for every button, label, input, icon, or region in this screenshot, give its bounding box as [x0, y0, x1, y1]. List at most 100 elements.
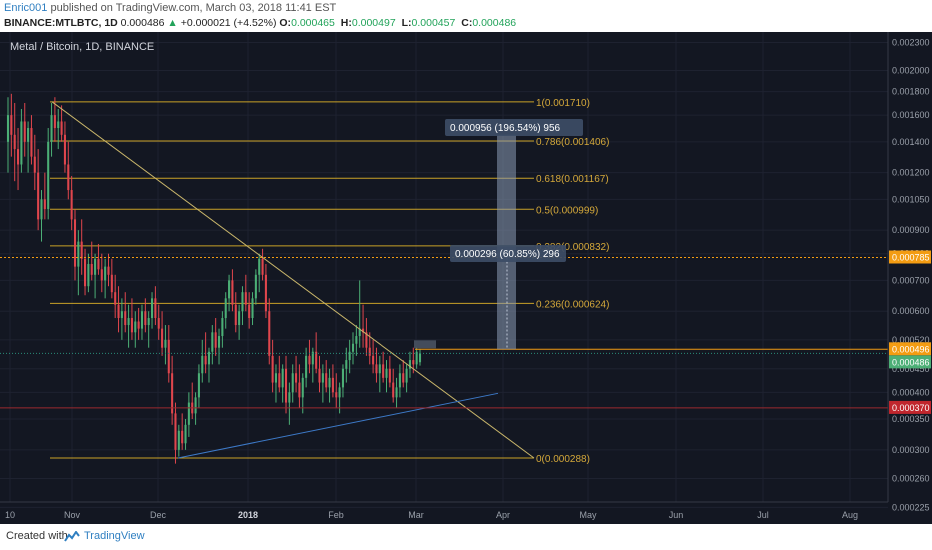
- ohlc-high-label: H:: [340, 17, 352, 29]
- time-tick-label: 2018: [238, 510, 258, 520]
- ascending-trendline: [177, 392, 499, 459]
- candle-body: [184, 424, 187, 444]
- candle-body: [187, 402, 190, 425]
- candle-body: [308, 355, 311, 365]
- grid-lines: [0, 32, 888, 508]
- candle-body: [104, 266, 107, 281]
- candle-body: [171, 373, 174, 414]
- candle-body: [137, 321, 140, 329]
- candle-body: [40, 199, 43, 220]
- measure-origin-marker: [414, 340, 436, 349]
- candle-body: [144, 311, 147, 326]
- candle-body: [362, 328, 365, 333]
- candle-body: [234, 304, 237, 326]
- candle-body: [244, 292, 247, 305]
- price-tick-label: 0.000450: [892, 364, 930, 374]
- candle-body: [60, 121, 63, 135]
- time-tick-label: Apr: [496, 510, 510, 520]
- fibonacci-retracement[interactable]: 1(0.001710) 0.786(0.001406) 0.618(0.001167…: [50, 98, 609, 465]
- price-tick-label: 0.002000: [892, 66, 930, 76]
- candle-body: [305, 355, 308, 378]
- symbol-info: BINANCE:MTLBTC, 1D 0.000486 ▲ +0.000021 …: [4, 17, 519, 29]
- candle-body: [231, 280, 234, 305]
- candle-body: [311, 351, 314, 365]
- trend-drawings[interactable]: 0.000956 (196.54%) 956 0.000296 (60.85%) …: [0, 101, 888, 459]
- candle-body: [228, 280, 231, 299]
- candle-body: [211, 332, 214, 352]
- candle-body: [335, 392, 338, 398]
- candle-body: [395, 387, 398, 398]
- candle-body: [10, 115, 13, 135]
- measure-label: 0.000296 (60.85%) 296: [455, 249, 560, 260]
- candle-body: [80, 241, 83, 259]
- publish-info: Enric001 published on TradingView.com, M…: [4, 2, 336, 14]
- candle-body: [298, 382, 301, 398]
- fib-level-label: 0.236(0.000624): [536, 299, 609, 310]
- candle-body: [53, 115, 56, 129]
- price-axis-background: [888, 32, 932, 524]
- ohlc-high-value: 0.000497: [351, 17, 396, 29]
- publish-text: published on TradingView.com, March 03, …: [50, 2, 337, 14]
- time-axis[interactable]: 10 Nov Dec 2018 Feb Mar Apr May Jun Jul Aug: [0, 501, 888, 520]
- candle-body: [221, 318, 224, 337]
- price-axis[interactable]: 0.002300 0.002000 0.001800 0.001600 0.001400…: [887, 32, 932, 524]
- price-tick-label: 0.001400: [892, 137, 930, 147]
- candle-body: [408, 360, 411, 369]
- candle-body: [217, 336, 221, 348]
- candle-body: [114, 292, 117, 305]
- candle-body: [251, 298, 254, 319]
- candle-body: [6, 115, 10, 142]
- price-axis-badge-label: 0.000370: [892, 403, 930, 413]
- price-tick-label: 0.000300: [892, 445, 930, 455]
- candle-body: [107, 266, 110, 275]
- candle-body: [27, 128, 30, 142]
- candle-body: [154, 298, 157, 319]
- candle-body: [291, 373, 294, 393]
- time-tick-label: Feb: [328, 510, 344, 520]
- candle-body: [331, 377, 334, 393]
- candle-body: [134, 321, 137, 333]
- price-chart[interactable]: 1(0.001710) 0.786(0.001406) 0.618(0.001167…: [0, 32, 932, 524]
- ohlc-low-label: L:: [401, 17, 412, 29]
- candle-body: [97, 258, 100, 270]
- candle-body: [181, 430, 184, 444]
- candle-body: [17, 149, 20, 165]
- candlestick-series: [6, 93, 422, 464]
- time-tick-label: Jul: [757, 510, 769, 520]
- candle-body: [402, 373, 405, 383]
- candle-body: [57, 121, 60, 129]
- candle-body: [23, 121, 26, 142]
- candle-body: [204, 355, 207, 365]
- candle-body: [50, 115, 53, 142]
- candle-body: [124, 311, 127, 326]
- candle-body: [164, 339, 167, 348]
- last-price: 0.000486: [120, 17, 165, 29]
- chart-area[interactable]: 1(0.001710) 0.786(0.001406) 0.618(0.001167…: [0, 32, 932, 524]
- price-axis-badge: [889, 342, 931, 356]
- chart-title: Metal / Bitcoin, 1D, BINANCE: [10, 41, 154, 53]
- candle-body: [355, 336, 358, 344]
- candle-body: [261, 258, 264, 275]
- candle-body: [70, 190, 73, 220]
- candle-body: [345, 360, 348, 369]
- tradingview-brand-link[interactable]: TradingView: [84, 530, 145, 542]
- candle-body: [378, 364, 381, 374]
- candle-body: [341, 368, 344, 388]
- candle-body: [177, 430, 180, 450]
- candle-body: [127, 318, 130, 326]
- fib-level-label: 0.786(0.001406): [536, 137, 609, 148]
- candle-body: [167, 339, 170, 374]
- author-link[interactable]: Enric001: [4, 2, 48, 14]
- candle-body: [412, 360, 415, 365]
- candle-body: [398, 373, 401, 388]
- candle-body: [201, 355, 204, 374]
- ohlc-close-label: C:: [461, 17, 473, 29]
- measure-label-box: [445, 119, 583, 136]
- chart-background: [0, 32, 932, 524]
- candle-body: [43, 199, 46, 210]
- candle-body: [20, 121, 23, 165]
- candle-body: [295, 373, 298, 383]
- measure-label: 0.000956 (196.54%) 956: [450, 123, 561, 134]
- tradingview-logo-icon: [64, 531, 80, 542]
- fib-level-label: 0.618(0.001167): [536, 174, 609, 185]
